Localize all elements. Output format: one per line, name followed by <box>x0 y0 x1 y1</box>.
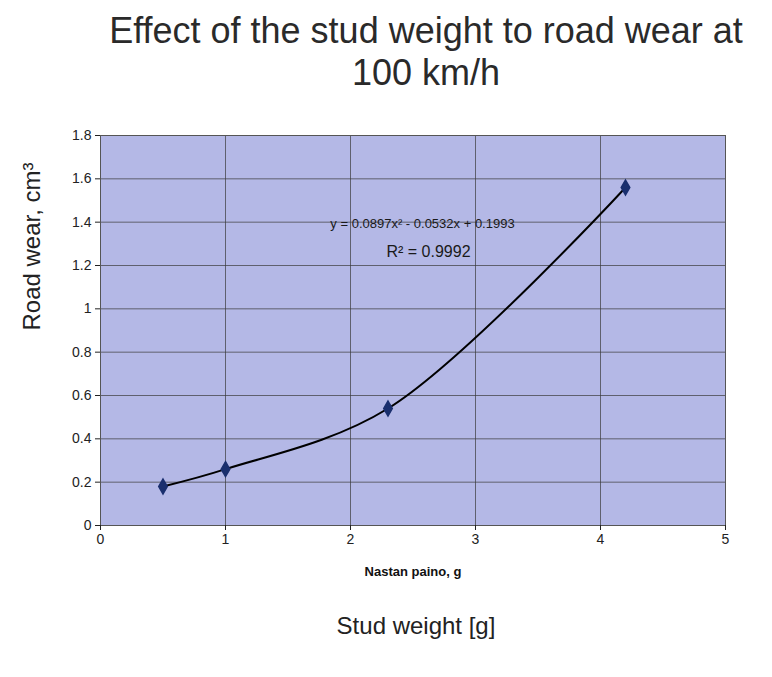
svg-text:5: 5 <box>722 531 730 547</box>
svg-text:2: 2 <box>347 531 355 547</box>
svg-text:1: 1 <box>84 300 92 316</box>
svg-text:0.8: 0.8 <box>72 344 92 360</box>
svg-text:4: 4 <box>597 531 605 547</box>
svg-text:Road wear, cm³: Road wear, cm³ <box>18 162 45 330</box>
svg-text:1: 1 <box>222 531 230 547</box>
svg-text:Nastan paino, g: Nastan paino, g <box>365 564 462 579</box>
svg-text:0: 0 <box>97 531 105 547</box>
svg-text:3: 3 <box>472 531 480 547</box>
svg-text:0.4: 0.4 <box>72 430 92 446</box>
svg-text:1.8: 1.8 <box>72 127 92 143</box>
svg-text:1.2: 1.2 <box>72 257 92 273</box>
svg-text:0.2: 0.2 <box>72 474 92 490</box>
svg-text:1.4: 1.4 <box>72 214 92 230</box>
html-text:Effect of the stud weight to r: Effect of the stud weight to road wear a… <box>109 10 743 93</box>
svg-text:0.6: 0.6 <box>72 387 92 403</box>
svg-text:0: 0 <box>84 517 92 533</box>
html-text:Stud weight [g]: Stud weight [g] <box>336 612 496 639</box>
svg-text:y = 0.0897x² - 0.0532x + 0.199: y = 0.0897x² - 0.0532x + 0.1993 <box>330 216 514 231</box>
svg-text:1.6: 1.6 <box>72 170 92 186</box>
svg-text:R² = 0.9992: R² = 0.9992 <box>386 243 470 260</box>
